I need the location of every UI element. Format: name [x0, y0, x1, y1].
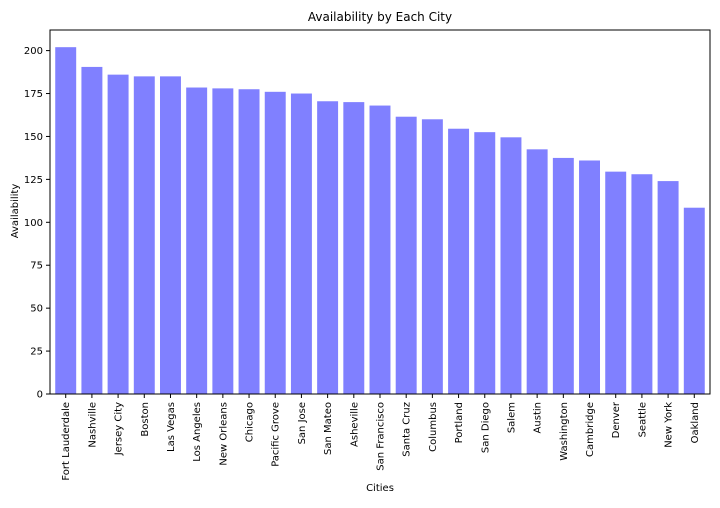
bar [81, 66, 103, 395]
x-tick-label: Chicago [245, 402, 256, 442]
x-tick-label: Fort Lauderdale [61, 402, 72, 481]
x-tick-label: Oakland [690, 402, 701, 443]
y-axis-label: Availability [10, 184, 21, 239]
bar [605, 171, 627, 394]
bar [133, 76, 155, 395]
bar [317, 101, 339, 394]
x-tick-label: Denver [611, 401, 622, 438]
chart-title: Availability by Each City [308, 10, 452, 24]
bar [55, 47, 77, 395]
x-tick-label: Salem [506, 402, 517, 433]
x-tick-label: Pacific Grove [271, 402, 282, 467]
x-axis-label: Cities [366, 483, 394, 494]
bar [395, 116, 417, 395]
bar [579, 160, 600, 394]
x-tick-label: Nashville [87, 402, 98, 448]
bar [657, 181, 679, 394]
bar [369, 105, 391, 395]
bar [107, 74, 129, 394]
x-tick-label: Santa Cruz [402, 402, 413, 457]
x-tick-label: Boston [140, 402, 151, 437]
bar [186, 87, 208, 395]
y-tick-label: 0 [37, 390, 43, 401]
bar [290, 93, 312, 394]
bar [160, 76, 181, 395]
bar [448, 128, 470, 395]
bar [238, 89, 260, 395]
x-tick-label: Los Angeles [192, 402, 203, 462]
bar [500, 137, 522, 394]
x-tick-label: Asheville [349, 402, 360, 447]
x-tick-label: Washington [559, 402, 570, 461]
bar [631, 174, 653, 394]
bar [526, 149, 548, 394]
bar [683, 207, 705, 394]
y-tick-label: 100 [24, 218, 43, 229]
x-tick-label: New Orleans [218, 402, 229, 466]
x-tick-label: San Francisco [376, 402, 387, 471]
y-tick-label: 25 [30, 347, 43, 358]
y-tick-label: 125 [24, 175, 43, 186]
x-tick-label: San Mateo [323, 402, 334, 455]
x-tick-label: San Jose [297, 402, 308, 444]
x-tick-label: Seattle [637, 402, 648, 437]
bar [474, 132, 496, 394]
bar [212, 88, 234, 394]
y-tick-label: 150 [24, 132, 43, 143]
y-tick-label: 200 [24, 46, 43, 57]
y-tick-label: 75 [30, 261, 43, 272]
x-tick-label: Portland [454, 402, 465, 443]
x-tick-label: San Diego [480, 402, 491, 453]
x-tick-label: Columbus [428, 402, 439, 452]
x-tick-label: New York [664, 402, 675, 448]
y-tick-label: 175 [24, 89, 43, 100]
y-tick-label: 50 [30, 304, 43, 315]
bar [421, 119, 443, 394]
x-tick-label: Las Vegas [166, 402, 177, 452]
bar [264, 91, 286, 394]
x-tick-label: Jersey City [114, 402, 125, 456]
bar [552, 157, 574, 394]
plot-area: 0 25 50 75 100 125 150 175 200 Fort Lauderdale Nas… [24, 29, 711, 481]
x-tick-label: Cambridge [585, 402, 596, 457]
bar [343, 102, 365, 395]
x-tick-label: Austin [533, 402, 544, 433]
